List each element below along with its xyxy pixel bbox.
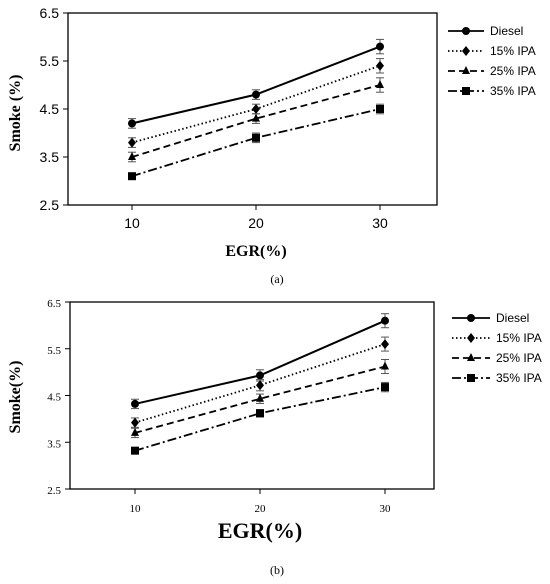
legend-label: 35% IPA: [496, 371, 542, 385]
chart-b-legend: Diesel 15% IPA 25% IPA 35% IPA: [452, 311, 542, 385]
legend-label: 25% IPA: [490, 64, 536, 78]
legend-marker: [467, 374, 475, 382]
y-tick-label: 6.5: [47, 298, 61, 310]
series-line: [131, 84, 381, 158]
legend-label: Diesel: [496, 311, 529, 325]
chart-b-x-axis-label: EGR(%): [218, 518, 302, 543]
x-tick-label: 30: [372, 215, 388, 231]
legend-marker: [467, 353, 475, 361]
legend-label: Diesel: [490, 24, 523, 38]
y-tick-label: 4.5: [40, 101, 60, 117]
x-tick-label: 20: [248, 215, 264, 231]
data-point: [376, 105, 384, 113]
legend-label: 15% IPA: [496, 331, 542, 345]
x-tick-label: 10: [130, 503, 142, 515]
data-point: [128, 137, 136, 148]
chart-a: 2.53.54.55.56.5 10 20 30 Smoke (%) EGR(%) …: [7, 5, 536, 286]
legend-label: 15% IPA: [490, 44, 536, 58]
legend-marker: [462, 46, 470, 56]
data-point: [376, 80, 384, 88]
chart-b: 2.5 3.5 4.5 5.5 6.5 10 20 30 Smoke(%) EGR(%) (…: [7, 298, 542, 577]
chart-a-x-axis-label: EGR(%): [225, 243, 286, 260]
legend-marker: [462, 27, 470, 35]
data-point: [252, 104, 260, 114]
y-tick-label: 2.5: [40, 197, 60, 213]
series-line: [134, 319, 386, 405]
y-tick-label: 5.5: [47, 345, 61, 357]
legend-marker: [462, 87, 470, 95]
legend-label: 25% IPA: [496, 351, 542, 365]
y-tick-label: 4.5: [47, 392, 61, 404]
data-point: [128, 172, 136, 181]
legend-label: 35% IPA: [490, 84, 536, 98]
data-point: [128, 152, 136, 160]
chart-b-plot-frame: [69, 301, 435, 490]
data-point: [381, 339, 389, 350]
chart-b-y-axis-label: Smoke(%): [7, 361, 24, 434]
data-point: [256, 409, 264, 418]
x-tick-label: 30: [380, 503, 392, 515]
y-tick-label: 3.5: [47, 438, 61, 450]
data-point: [256, 393, 264, 402]
data-point: [376, 60, 384, 71]
y-tick-label: 6.5: [40, 5, 60, 21]
data-point: [381, 383, 389, 392]
data-point: [252, 113, 260, 122]
x-tick-label: 10: [124, 215, 140, 231]
data-point: [128, 119, 136, 128]
y-tick-label: 3.5: [40, 149, 60, 165]
data-point: [381, 361, 389, 370]
chart-b-y-axis: 2.5 3.5 4.5 5.5 6.5: [47, 298, 70, 497]
data-point: [131, 417, 139, 428]
data-point: [131, 399, 139, 408]
legend-marker: [467, 314, 475, 322]
series-line: [134, 365, 386, 434]
chart-a-x-axis: 10 20 30: [124, 205, 388, 231]
data-point: [256, 371, 264, 380]
data-point: [252, 90, 260, 99]
chart-a-series: [128, 38, 384, 181]
data-point: [376, 42, 384, 51]
x-tick-label: 20: [255, 503, 267, 515]
data-point: [131, 427, 139, 436]
legend-marker: [467, 333, 475, 343]
chart-b-series: [131, 313, 389, 455]
legend-marker: [462, 66, 470, 74]
chart-a-y-axis-label: Smoke (%): [7, 75, 24, 152]
y-tick-label: 2.5: [47, 485, 61, 497]
data-point: [252, 133, 260, 142]
chart-a-y-axis: 2.5 3.5 4.5 5.5 6.5: [40, 5, 68, 213]
chart-b-x-axis: 10 20 30: [130, 489, 392, 515]
chart-a-legend: Diesel 15% IPA 25% IPA 35% IPA: [448, 24, 536, 98]
data-point: [131, 446, 139, 455]
data-point: [256, 380, 264, 391]
chart-a-caption: (a): [270, 272, 283, 286]
y-tick-label: 5.5: [40, 53, 60, 69]
data-point: [381, 316, 389, 325]
chart-b-caption: (b): [270, 563, 284, 577]
